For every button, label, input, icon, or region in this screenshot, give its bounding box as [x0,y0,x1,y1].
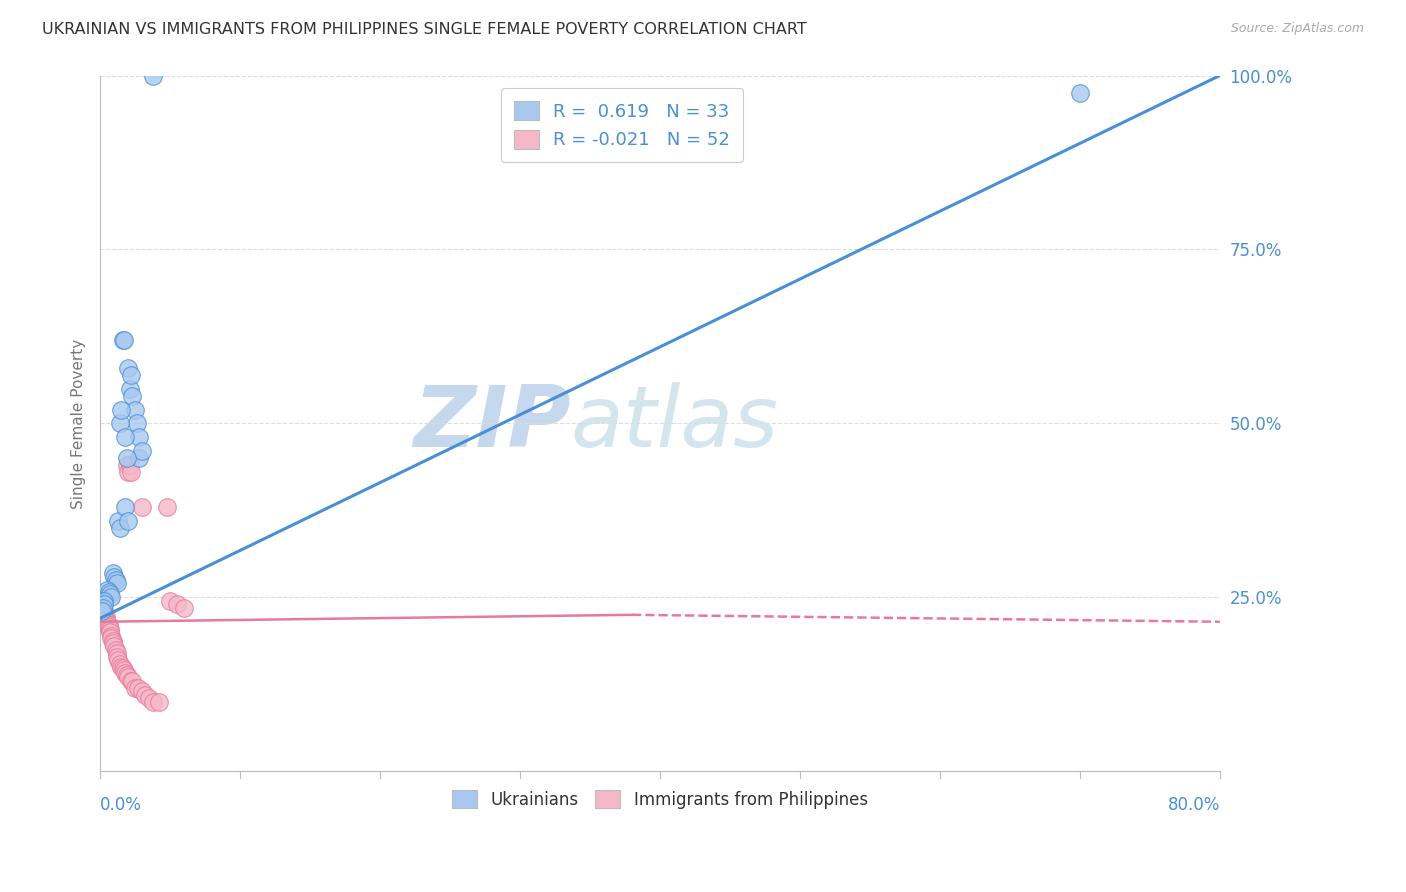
Point [166,598,188,612]
Point [111,333,134,347]
Point [112,664,135,678]
Point [91,600,114,615]
Point [103,569,125,583]
Point [103,639,125,653]
Point [148,695,170,709]
Text: atlas: atlas [571,382,779,465]
Point [111,661,134,675]
Point [1069,86,1091,100]
Point [118,382,141,396]
Point [93,603,115,617]
Point [124,402,146,417]
Point [121,389,143,403]
Point [120,368,142,382]
Point [128,451,150,466]
Point [94,610,117,624]
Point [105,649,128,664]
Point [114,665,136,680]
Point [93,606,115,620]
Point [114,430,136,444]
Point [104,573,127,587]
Point [97,618,120,632]
Point [97,620,120,634]
Point [108,417,131,431]
Point [138,691,160,706]
Legend: Ukrainians, Immigrants from Philippines: Ukrainians, Immigrants from Philippines [446,783,875,815]
Point [120,673,142,688]
Point [131,684,153,698]
Point [94,615,117,629]
Y-axis label: Single Female Poverty: Single Female Poverty [72,338,86,508]
Point [90,591,112,605]
Point [110,660,132,674]
Text: Source: ZipAtlas.com: Source: ZipAtlas.com [1230,22,1364,36]
Point [108,521,131,535]
Text: 80.0%: 80.0% [1167,796,1220,814]
Point [131,500,153,514]
Point [117,360,139,375]
Point [101,635,124,649]
Point [100,629,122,643]
Point [114,500,136,514]
Point [105,646,128,660]
Point [117,670,139,684]
Point [118,458,141,473]
Point [159,594,181,608]
Text: UKRAINIAN VS IMMIGRANTS FROM PHILIPPINES SINGLE FEMALE POVERTY CORRELATION CHART: UKRAINIAN VS IMMIGRANTS FROM PHILIPPINES… [42,22,807,37]
Point [90,594,112,608]
Point [117,465,139,479]
Point [93,594,115,608]
Point [115,668,138,682]
Point [94,613,117,627]
Point [91,599,114,613]
Point [107,653,129,667]
Point [96,616,118,631]
Point [125,417,148,431]
Point [104,642,127,657]
Point [105,576,128,591]
Point [128,430,150,444]
Point [101,633,124,648]
Point [121,673,143,688]
Point [108,657,131,671]
Point [117,514,139,528]
Point [91,598,114,612]
Point [120,465,142,479]
Point [110,402,132,417]
Point [96,583,118,598]
Point [98,625,121,640]
Point [107,514,129,528]
Point [93,598,115,612]
Point [131,444,153,458]
Text: 0.0%: 0.0% [100,796,142,814]
Point [93,607,115,622]
Point [97,585,120,599]
Point [100,591,122,605]
Point [112,333,135,347]
Point [127,681,149,695]
Point [96,615,118,629]
Point [98,622,121,636]
Point [142,69,165,83]
Point [156,500,179,514]
Point [115,458,138,473]
Text: ZIP: ZIP [413,382,571,465]
Point [100,631,122,645]
Point [96,618,118,632]
Point [91,600,114,615]
Point [90,604,112,618]
Point [115,451,138,466]
Point [124,681,146,695]
Point [101,566,124,580]
Point [173,600,195,615]
Point [142,695,165,709]
Point [98,587,121,601]
Point [134,688,156,702]
